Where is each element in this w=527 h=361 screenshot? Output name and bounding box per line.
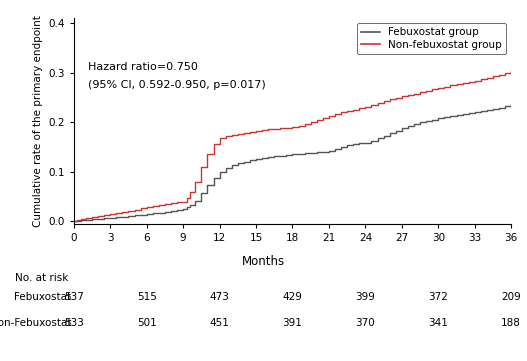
- Text: 533: 533: [64, 318, 84, 328]
- Text: Hazard ratio=0.750: Hazard ratio=0.750: [89, 62, 198, 72]
- Text: 209: 209: [501, 292, 521, 303]
- Text: (95% CI, 0.592-0.950, p=0.017): (95% CI, 0.592-0.950, p=0.017): [89, 81, 266, 91]
- Text: No. at risk: No. at risk: [15, 273, 69, 283]
- Text: 391: 391: [282, 318, 302, 328]
- Text: 515: 515: [136, 292, 157, 303]
- Text: 370: 370: [356, 318, 375, 328]
- Text: Months: Months: [242, 255, 285, 268]
- Text: 501: 501: [137, 318, 157, 328]
- Text: Febuxostat: Febuxostat: [14, 292, 71, 303]
- Text: 537: 537: [64, 292, 84, 303]
- Legend: Febuxostat group, Non-febuxostat group: Febuxostat group, Non-febuxostat group: [357, 23, 506, 54]
- Text: 341: 341: [428, 318, 448, 328]
- Text: 429: 429: [282, 292, 302, 303]
- Y-axis label: Cumulative rate of the primary endpoint: Cumulative rate of the primary endpoint: [33, 15, 43, 227]
- Text: non-Febuxostat: non-Febuxostat: [0, 318, 71, 328]
- Text: 372: 372: [428, 292, 448, 303]
- Text: 399: 399: [355, 292, 375, 303]
- Text: 188: 188: [501, 318, 521, 328]
- Text: 473: 473: [210, 292, 230, 303]
- Text: 451: 451: [210, 318, 230, 328]
